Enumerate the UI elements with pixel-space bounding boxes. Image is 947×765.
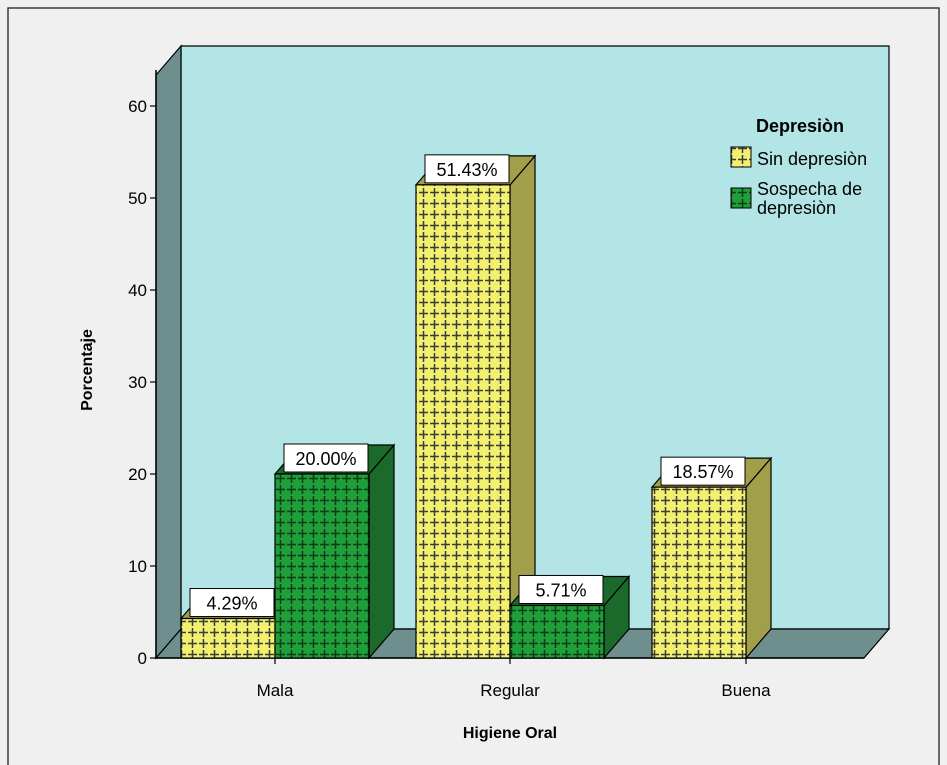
data-label-box (189, 588, 275, 618)
data-label-box (518, 574, 604, 604)
chart-frame (7, 7, 940, 765)
y-tick-label: 50 (128, 189, 147, 208)
y-tick-label: 0 (138, 649, 147, 668)
legend: Depresiòn Sin depresiòn Sospecha de depr… (730, 116, 867, 218)
bar-front (274, 473, 370, 659)
y-tick-label: 10 (128, 557, 147, 576)
legend-label-sospecha: Sospecha de depresiòn (757, 179, 867, 218)
legend-swatch-sin-depresion (730, 146, 752, 168)
bar: 51.43% (414, 154, 537, 660)
x-tick-label: Mala (257, 681, 294, 700)
y-tick-label: 20 (128, 465, 147, 484)
bar-front (415, 184, 511, 659)
y-tick-label: 60 (128, 97, 147, 116)
legend-label-sin-depresion: Sin depresiòn (757, 149, 867, 169)
data-label: 18.57% (672, 462, 733, 482)
side-wall (155, 44, 182, 660)
x-axis-label: Higiene Oral (463, 725, 557, 742)
data-label: 51.43% (436, 160, 497, 180)
data-label-box (283, 443, 369, 473)
bar-front (651, 486, 747, 659)
bar: 4.29% (179, 587, 302, 660)
y-tick-label: 40 (128, 281, 147, 300)
data-label-box (424, 154, 510, 184)
bar: 20.00% (273, 443, 396, 660)
x-tick-label: Regular (480, 681, 540, 700)
x-tick-label: Buena (721, 681, 771, 700)
y-axis-label: Porcentaje (79, 329, 96, 411)
legend-title: Depresiòn (756, 116, 844, 136)
data-label: 20.00% (295, 449, 356, 469)
data-label-box (660, 456, 746, 486)
bar: 18.57% (650, 456, 773, 660)
bar-front (180, 617, 276, 659)
data-label: 5.71% (535, 580, 586, 600)
bar: 5.71% (508, 574, 631, 660)
legend-swatch-sospecha (730, 187, 752, 209)
bar-side (368, 443, 395, 660)
y-tick-label: 30 (128, 373, 147, 392)
bar-front (509, 604, 605, 659)
data-label: 4.29% (206, 594, 257, 614)
bar-side (745, 456, 772, 660)
